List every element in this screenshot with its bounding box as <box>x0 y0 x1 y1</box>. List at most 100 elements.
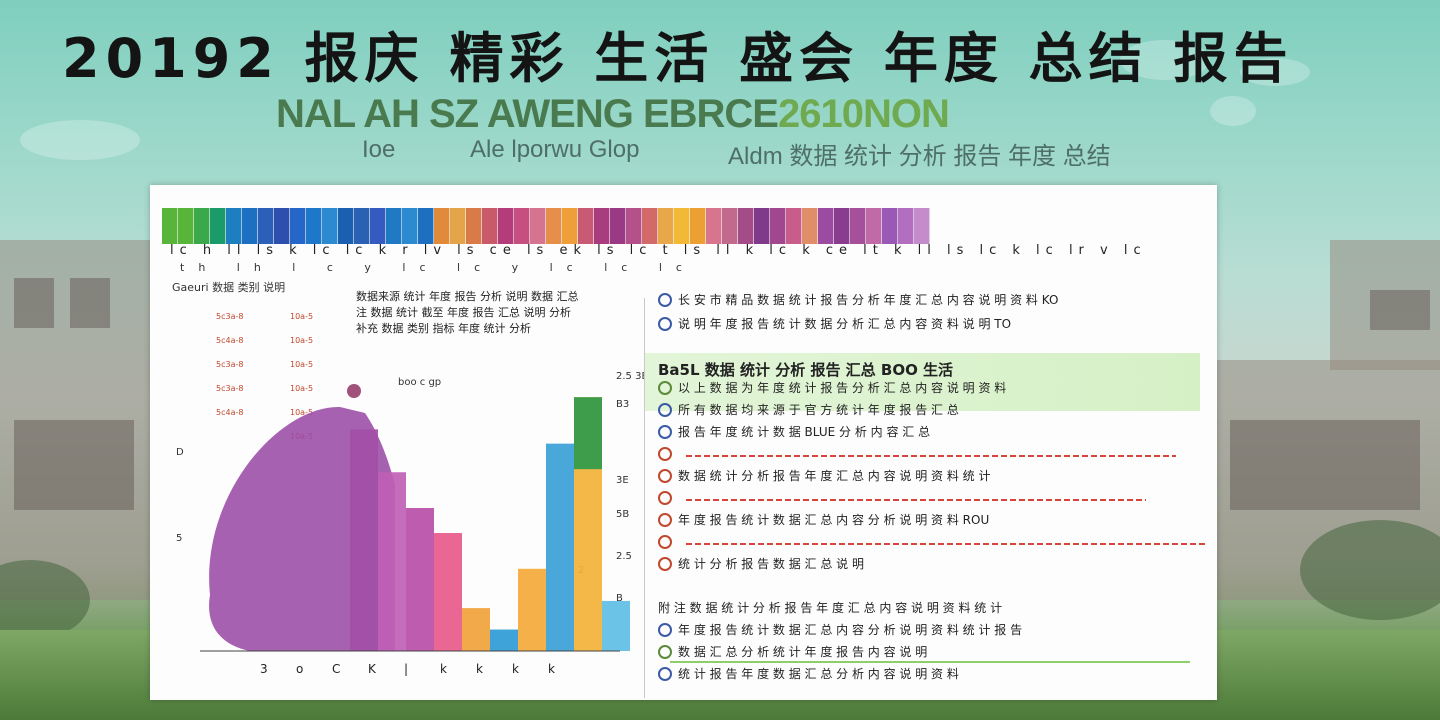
report-row: 所 有 数 据 均 来 源 于 官 方 统 计 年 度 报 告 汇 总 <box>658 401 959 418</box>
colorbar-cell <box>514 208 530 244</box>
bar-G <box>518 568 546 651</box>
row-text: 数 据 汇 总 分 析 统 计 年 度 报 告 内 容 说 明 <box>678 645 928 659</box>
colorbar-cell <box>466 208 482 244</box>
colorbar-cell <box>594 208 610 244</box>
x-tick-label: 3 <box>260 662 268 676</box>
colorbar-cell <box>770 208 786 244</box>
x-tick-label: o <box>296 662 303 676</box>
report-row: 统 计 报 告 年 度 数 据 汇 总 分 析 内 容 说 明 资 料 <box>658 665 959 682</box>
colorbar-cell <box>786 208 802 244</box>
bullet-icon <box>658 556 672 571</box>
highlight-band <box>645 353 1200 411</box>
report-panel: lc h ll ls k lc lc k r lv ls ce ls ek ls… <box>150 185 1217 700</box>
right-axis-tick: 2.5 3B <box>616 371 649 382</box>
colorbar-cell <box>610 208 626 244</box>
legend-values-col1: 5c3a-8 5c4a-8 5c3a-8 5c3a-8 5c4a-8 <box>216 305 243 425</box>
colorbar-cell <box>402 208 418 244</box>
note-line: 补充 数据 类别 指标 年度 统计 分析 <box>356 322 531 335</box>
subtitle-highlight: 2610NON <box>778 92 950 136</box>
bullet-icon <box>658 535 672 549</box>
colorbar-cell <box>530 208 546 244</box>
dashed-divider <box>686 499 1146 501</box>
row-text: 数 据 统 计 分 析 报 告 年 度 汇 总 内 容 说 明 资 料 统 计 <box>678 469 991 483</box>
column-divider <box>644 298 645 698</box>
legend-value: 10a-5 <box>290 384 314 393</box>
bullet-icon <box>658 424 672 439</box>
chart-notes: 数据来源 统计 年度 报告 分析 说明 数据 汇总 注 数据 统计 截至 年度 … <box>356 289 636 337</box>
bar-E <box>462 608 490 651</box>
colorbar-cell <box>866 208 882 244</box>
colorbar-cell <box>882 208 898 244</box>
legend-value: 5c4a-8 <box>216 408 244 417</box>
x-tick-label: k <box>476 662 483 676</box>
x-tick-label: C <box>332 662 340 676</box>
report-row: 统 计 分 析 报 告 数 据 汇 总 说 明 <box>658 555 864 572</box>
legend-value: 5c3a-8 <box>216 384 244 393</box>
colorbar-cell <box>194 208 210 244</box>
bubble-label: boo c gp <box>398 377 442 388</box>
legend-value: 10a-5 <box>290 312 314 321</box>
bar-I-top <box>574 397 602 470</box>
x-tick-label: k <box>548 662 555 676</box>
colorbar-cell <box>626 208 642 244</box>
colorbar-cell <box>578 208 594 244</box>
legend-heading: Gaeuri 数据 类别 说明 <box>172 281 286 294</box>
bar-C <box>406 508 434 651</box>
page-subtitle: NAL AH SZ AWENG EBRCE2610NON <box>276 92 950 137</box>
right-axis-tick: B <box>616 593 623 604</box>
x-tick-label: k <box>440 662 447 676</box>
colorbar-cell <box>642 208 658 244</box>
report-row: 以 上 数 据 为 年 度 统 计 报 告 分 析 汇 总 内 容 说 明 资 … <box>658 379 1006 396</box>
bar-B <box>378 472 406 651</box>
colorbar-cell <box>658 208 674 244</box>
legend-value: 5c3a-8 <box>216 360 244 369</box>
colorbar-cell <box>914 208 930 244</box>
colorbar-cell <box>706 208 722 244</box>
legend-value: 10a-5 <box>290 336 314 345</box>
colorbar-cell <box>562 208 578 244</box>
report-row: 数 据 统 计 分 析 报 告 年 度 汇 总 内 容 说 明 资 料 统 计 <box>658 467 990 484</box>
row-text: 年 度 报 告 统 计 数 据 汇 总 内 容 分 析 说 明 资 料 ROU <box>678 513 990 527</box>
right-axis-tick: 3E <box>616 475 629 486</box>
bullet-icon <box>658 666 672 681</box>
left-axis-tick: D <box>176 447 184 458</box>
bar-minor <box>602 600 630 651</box>
colorbar-cell <box>546 208 562 244</box>
colorbar-cell <box>722 208 738 244</box>
note-line: 数据来源 统计 年度 报告 分析 说明 数据 汇总 <box>356 290 579 303</box>
row-text: 以 上 数 据 为 年 度 统 计 报 告 分 析 汇 总 内 容 说 明 资 … <box>678 381 1007 395</box>
bullet-icon <box>658 622 672 637</box>
bar-F <box>490 629 518 651</box>
row-text: 所 有 数 据 均 来 源 于 官 方 统 计 年 度 报 告 汇 总 <box>678 403 959 417</box>
colorbar-cell <box>818 208 834 244</box>
report-row: Ba5L 数据 统计 分析 报告 汇总 BOO 生活 <box>658 359 953 380</box>
row-text: 统 计 分 析 报 告 数 据 汇 总 说 明 <box>678 557 864 571</box>
row-text: 统 计 报 告 年 度 数 据 汇 总 分 析 内 容 说 明 资 料 <box>678 667 959 681</box>
report-row: 报 告 年 度 统 计 数 据 BLUE 分 析 内 容 汇 总 <box>658 423 930 440</box>
colorbar-cell <box>690 208 706 244</box>
row-text: 年 度 报 告 统 计 数 据 汇 总 内 容 分 析 说 明 资 料 统 计 … <box>678 623 1023 637</box>
dashed-divider <box>686 455 1176 457</box>
caption-left-2: Ale lporwu Glop <box>470 136 640 163</box>
colorbar-cell <box>850 208 866 244</box>
colorbar-cell <box>162 208 178 244</box>
legend-value: 5c4a-8 <box>216 336 244 345</box>
colorbar-cell <box>418 208 434 244</box>
chart-marker <box>347 384 361 398</box>
bullet-icon <box>658 402 672 417</box>
row-text: 报 告 年 度 统 计 数 据 BLUE 分 析 内 容 汇 总 <box>678 425 931 439</box>
page-title: 20192 报庆 精彩 生活 盛会 年度 总结 报告 <box>62 27 1294 90</box>
right-axis-tick: 2.5 <box>616 551 632 562</box>
colorbar-cell <box>338 208 354 244</box>
colorbar-cell <box>274 208 290 244</box>
left-axis-tick: 5 <box>176 533 183 544</box>
colorbar-cell <box>290 208 306 244</box>
subtitle-text: NAL AH SZ AWENG EBRCE <box>276 92 779 136</box>
report-row: 年 度 报 告 统 计 数 据 汇 总 内 容 分 析 说 明 资 料 ROU <box>658 511 989 528</box>
colorbar-cell <box>834 208 850 244</box>
legend-value: 10a-5 <box>290 360 314 369</box>
bar-chart: 3 o C K | k k k k <box>200 384 630 676</box>
colorbar-cell <box>322 208 338 244</box>
caption-right: Aldm 数据 统计 分析 报告 年度 总结 <box>728 143 1111 170</box>
row-text: Ba5L 数据 统计 分析 报告 汇总 BOO 生活 <box>658 361 954 379</box>
